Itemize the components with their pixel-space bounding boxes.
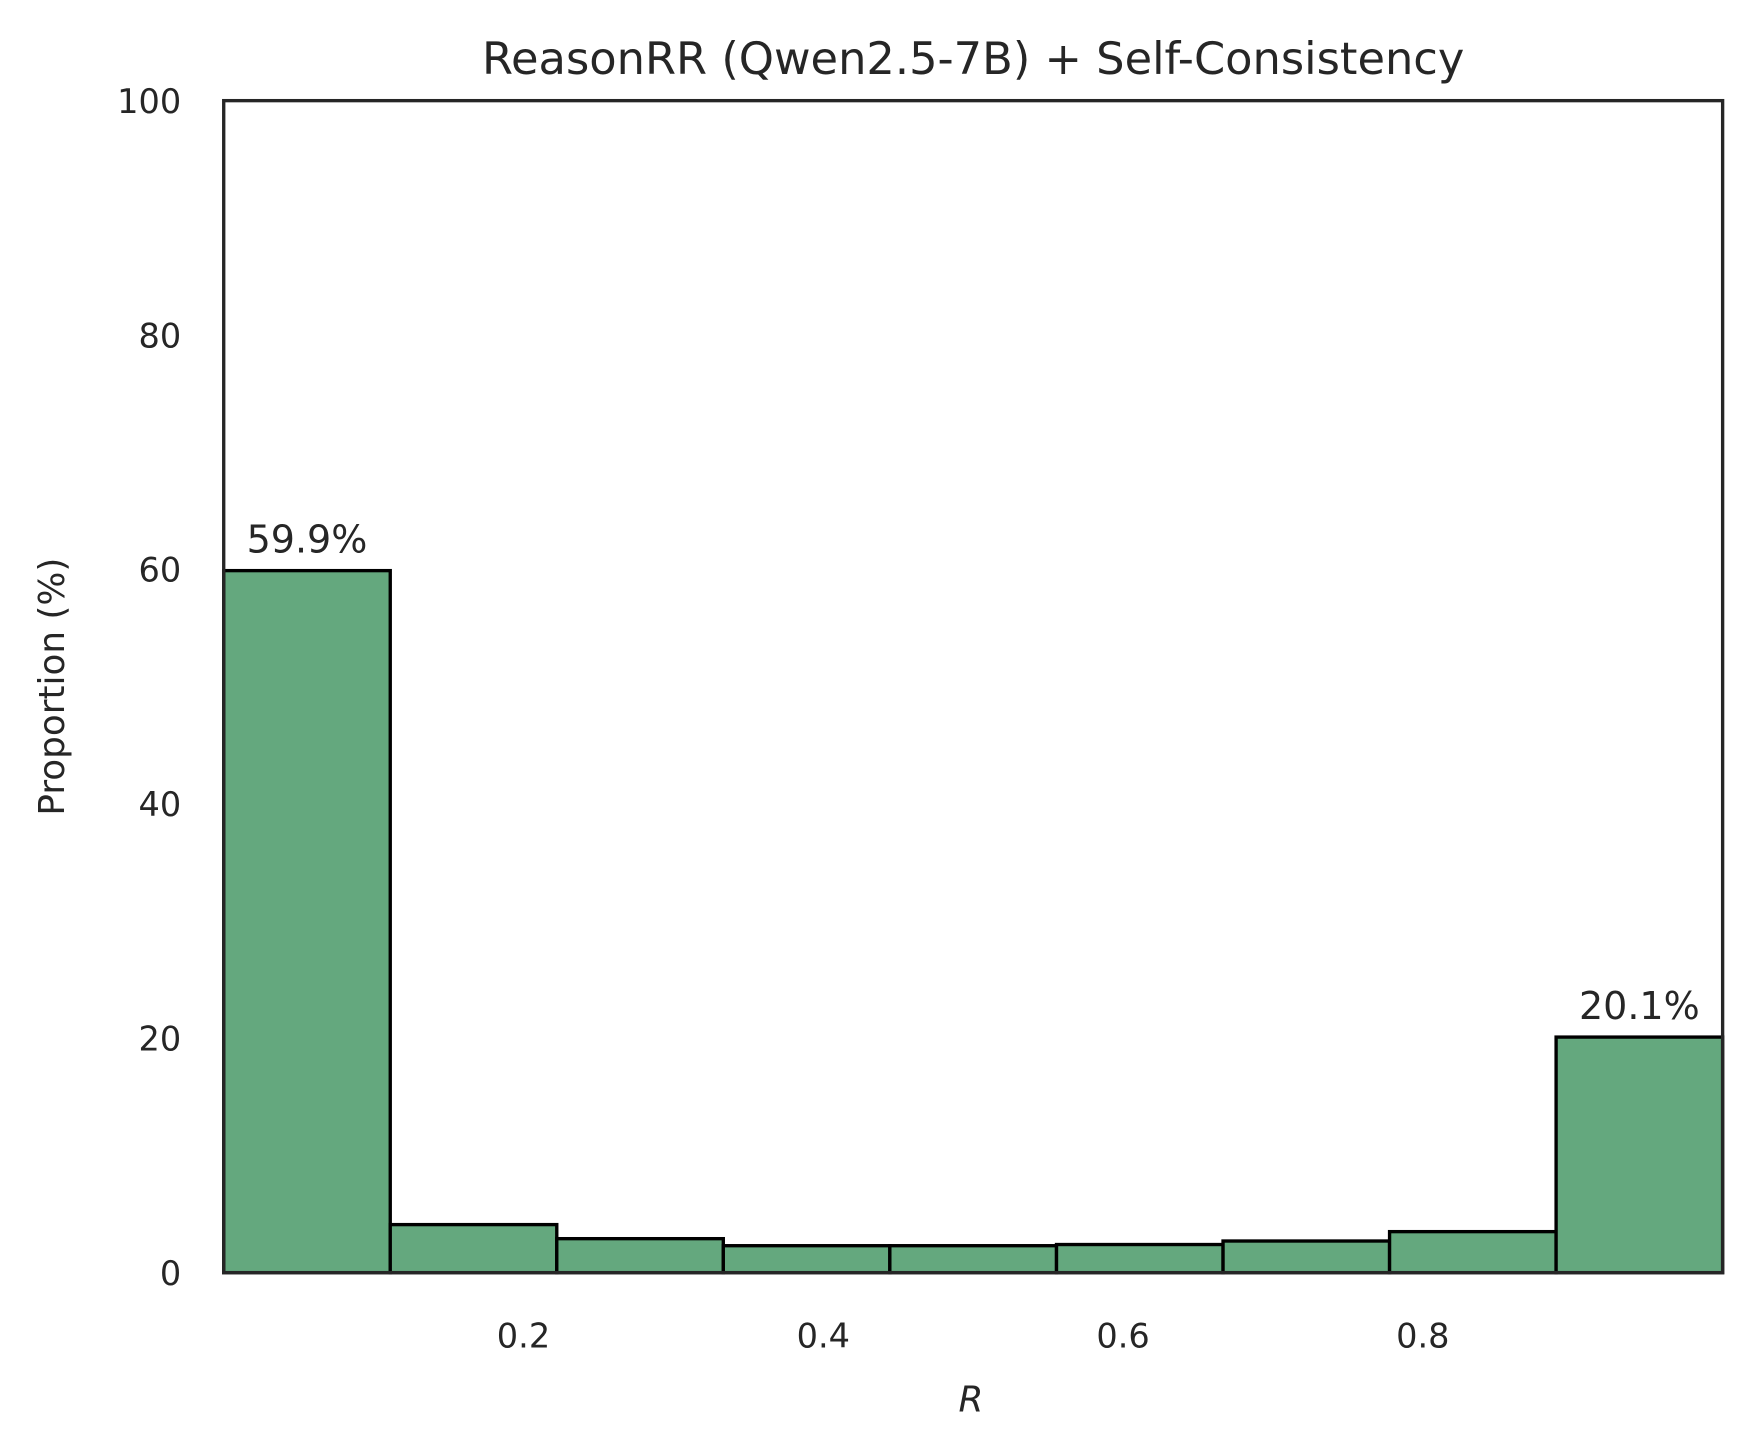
- y-tick-label: 80: [139, 316, 182, 355]
- y-tick-label: 0: [160, 1254, 181, 1293]
- histogram-bar: [1387, 1229, 1558, 1275]
- plot-frame: [222, 98, 1725, 1275]
- y-tick-label: 60: [139, 551, 182, 590]
- x-axis-label: R: [958, 1379, 983, 1420]
- histogram-bar: [222, 568, 392, 1275]
- bar-data-label: 59.9%: [247, 518, 368, 562]
- histogram-bar: [1054, 1242, 1225, 1275]
- x-tick-label: 0.2: [497, 1317, 550, 1356]
- y-axis-label: Proportion (%): [32, 558, 73, 816]
- y-tick-label: 40: [139, 785, 182, 824]
- histogram-bar: [555, 1236, 725, 1275]
- x-tick-label: 0.4: [797, 1317, 850, 1356]
- y-tick-label: 20: [139, 1020, 182, 1059]
- histogram-bar: [1221, 1239, 1392, 1275]
- bar-data-label: 20.1%: [1579, 984, 1700, 1028]
- x-tick-label: 0.8: [1396, 1317, 1449, 1356]
- histogram-bar: [388, 1222, 559, 1275]
- histogram-bar: [888, 1244, 1059, 1275]
- histogram-bar: [1554, 1035, 1725, 1275]
- chart-title: ReasonRR (Qwen2.5-7B) + Self-Consistency: [482, 32, 1464, 85]
- histogram-bar: [721, 1244, 892, 1275]
- x-tick-label: 0.6: [1096, 1317, 1149, 1356]
- y-tick-label: 100: [117, 82, 181, 121]
